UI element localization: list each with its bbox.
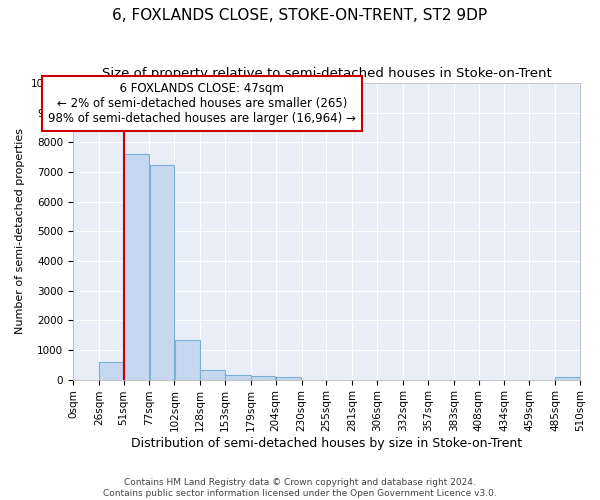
Text: 6, FOXLANDS CLOSE, STOKE-ON-TRENT, ST2 9DP: 6, FOXLANDS CLOSE, STOKE-ON-TRENT, ST2 9… <box>112 8 488 22</box>
Text: Contains HM Land Registry data © Crown copyright and database right 2024.
Contai: Contains HM Land Registry data © Crown c… <box>103 478 497 498</box>
Y-axis label: Number of semi-detached properties: Number of semi-detached properties <box>15 128 25 334</box>
Bar <box>251 376 275 380</box>
Text: 6 FOXLANDS CLOSE: 47sqm  
← 2% of semi-detached houses are smaller (265)
98% of : 6 FOXLANDS CLOSE: 47sqm ← 2% of semi-det… <box>48 82 356 126</box>
Bar <box>175 340 200 380</box>
Bar <box>150 164 174 380</box>
X-axis label: Distribution of semi-detached houses by size in Stoke-on-Trent: Distribution of semi-detached houses by … <box>131 437 522 450</box>
Bar <box>200 370 225 380</box>
Bar <box>99 362 124 380</box>
Title: Size of property relative to semi-detached houses in Stoke-on-Trent: Size of property relative to semi-detach… <box>101 68 551 80</box>
Bar <box>556 377 580 380</box>
Bar <box>225 374 251 380</box>
Bar <box>124 154 149 380</box>
Bar <box>276 377 301 380</box>
